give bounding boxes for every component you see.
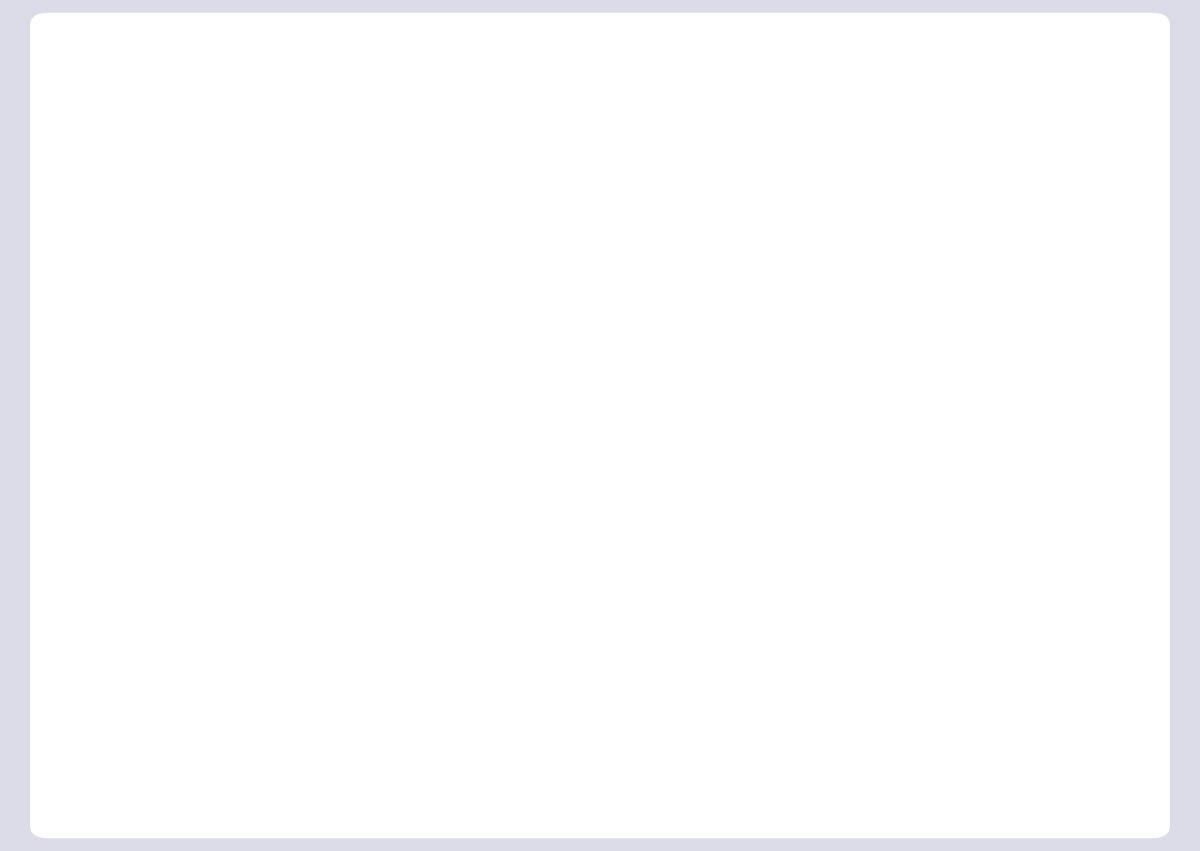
Text: *: * bbox=[428, 266, 451, 310]
Text: ?diode voltage at operating point: ?diode voltage at operating point bbox=[386, 266, 1130, 310]
Text: E=10 V and R=1k, what is the value of: E=10 V and R=1k, what is the value of bbox=[263, 186, 1130, 230]
Text: d) 9.3 V: d) 9.3 V bbox=[847, 626, 1000, 664]
Text: نقطة واحدة: نقطة واحدة bbox=[91, 38, 248, 66]
Text: b) 0.3 V: b) 0.3 V bbox=[847, 726, 1000, 764]
Text: Using the approximate equivalent -2: Using the approximate equivalent -2 bbox=[316, 31, 1130, 73]
Text: a) 0.7 V: a) 0.7 V bbox=[847, 526, 1000, 564]
Text: model of a silicon diode and taking: model of a silicon diode and taking bbox=[350, 108, 1130, 151]
Text: c) 10 V: c) 10 V bbox=[863, 421, 1000, 459]
